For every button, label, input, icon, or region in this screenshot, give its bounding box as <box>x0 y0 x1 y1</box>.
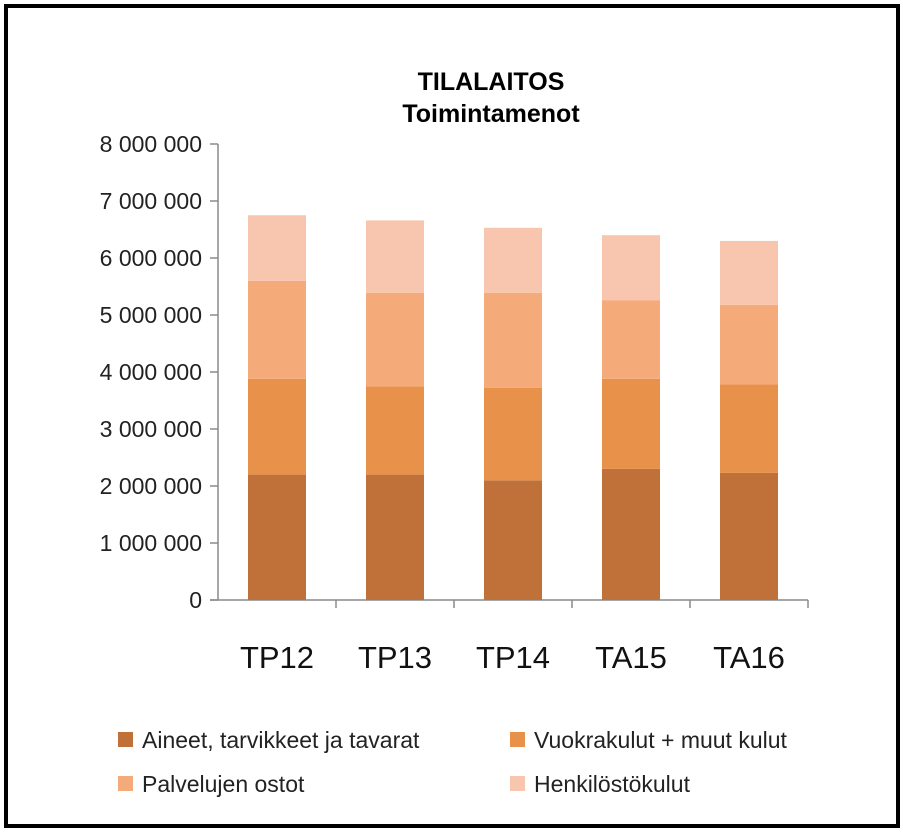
legend-swatch <box>118 732 133 747</box>
bar-segment <box>484 480 542 600</box>
x-tick-label: TP13 <box>358 640 432 675</box>
bar-segment <box>720 472 778 600</box>
chart-subtitle: Toimintamenot <box>402 100 580 128</box>
bar-segment <box>366 292 424 387</box>
bar-segment <box>602 235 660 301</box>
bar-segment <box>366 386 424 475</box>
bar-segment <box>248 378 306 475</box>
bar-segment <box>248 280 306 379</box>
legend: Aineet, tarvikkeet ja tavarat Vuokrakulut… <box>118 727 788 797</box>
stacked-bar-chart: TILALAITOS Toimintamenot 0 1 000 000 2 000… <box>100 68 809 797</box>
bar-segment <box>484 227 542 293</box>
legend-label: Palvelujen ostot <box>142 771 305 797</box>
chart-frame: TILALAITOS Toimintamenot 0 1 000 000 2 000… <box>4 4 900 828</box>
legend-swatch <box>510 732 525 747</box>
x-tick-label: TA15 <box>595 640 667 675</box>
chart-title: TILALAITOS <box>418 68 565 96</box>
x-tick-label: TP14 <box>476 640 550 675</box>
y-tick-label: 7 000 000 <box>100 188 202 214</box>
x-tick-label: TA16 <box>713 640 785 675</box>
bar-segment <box>602 378 660 469</box>
bar-segment <box>366 220 424 293</box>
legend-swatch <box>118 776 133 791</box>
legend-swatch <box>510 776 525 791</box>
legend-label: Aineet, tarvikkeet ja tavarat <box>142 727 420 753</box>
y-tick-label: 6 000 000 <box>100 245 202 271</box>
legend-label: Vuokrakulut + muut kulut <box>534 727 788 753</box>
bar-segment <box>366 474 424 600</box>
legend-label: Henkilöstökulut <box>534 771 691 797</box>
bar-segment <box>484 292 542 388</box>
bar-segment <box>720 240 778 305</box>
bar-segment <box>720 304 778 385</box>
y-tick-label: 8 000 000 <box>100 131 202 157</box>
y-tick-label: 3 000 000 <box>100 416 202 442</box>
y-tick-label: 4 000 000 <box>100 359 202 385</box>
y-tick-label: 1 000 000 <box>100 530 202 556</box>
bar-segment <box>484 387 542 481</box>
y-tick-label: 0 <box>189 587 202 613</box>
bar-segment <box>720 384 778 473</box>
y-tick-label: 5 000 000 <box>100 302 202 328</box>
bar-segment <box>248 215 306 281</box>
y-tick-label: 2 000 000 <box>100 473 202 499</box>
plot-area: 0 1 000 000 2 000 000 3 000 000 4 000 000 5 0… <box>100 131 809 675</box>
x-tick-label: TP12 <box>240 640 314 675</box>
bar-segment <box>602 300 660 379</box>
bar-segment <box>248 474 306 600</box>
bar-segment <box>602 468 660 600</box>
